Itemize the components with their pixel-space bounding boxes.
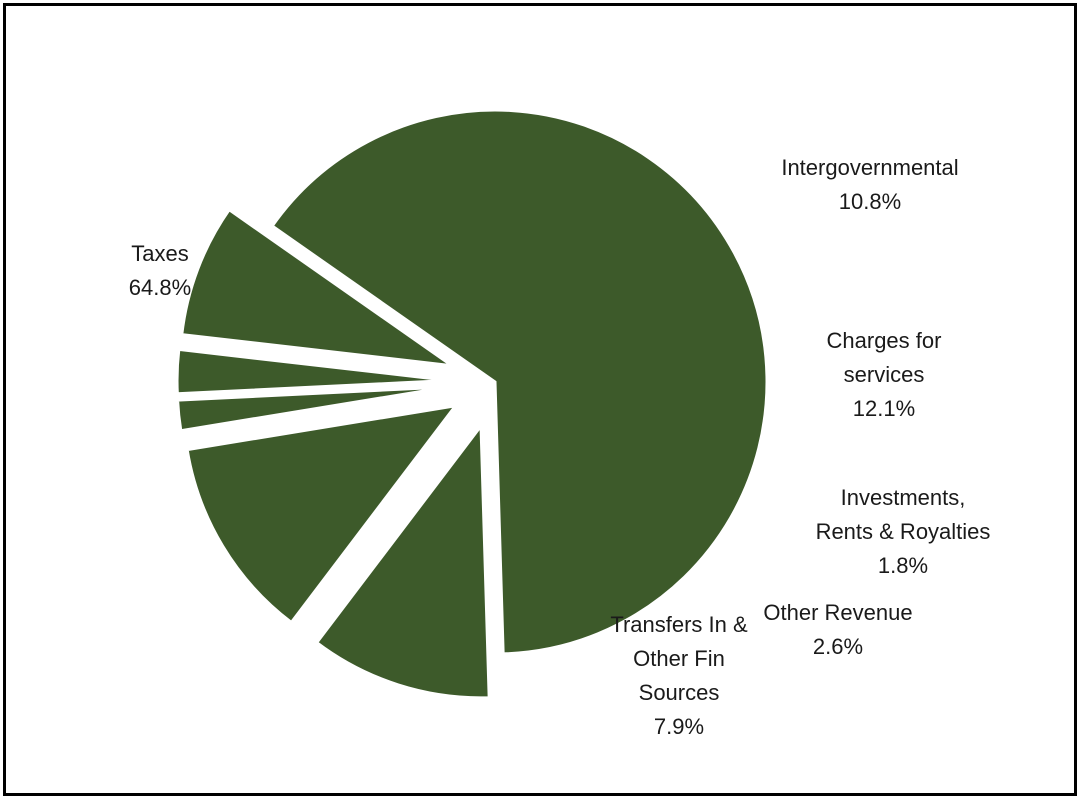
slice-percent: 2.6%: [813, 634, 863, 659]
slice-name: Other Revenue: [763, 600, 912, 625]
slice-label-1: Taxes 64.8%: [129, 241, 191, 300]
slice-label-2: Intergovernmental 10.8%: [781, 155, 958, 214]
slice-percent: 10.8%: [839, 189, 901, 214]
slice-percent: 64.8%: [129, 275, 191, 300]
pie-slice-6: [180, 207, 453, 368]
pie-slice-3: [185, 403, 460, 625]
pie-slice-1: [270, 108, 769, 656]
slice-name: Sources: [639, 680, 720, 705]
slice-name: Intergovernmental: [781, 155, 958, 180]
slice-label-4: Investments, Rents & Royalties 1.8%: [816, 485, 991, 578]
slice-percent: 12.1%: [853, 396, 915, 421]
slice-name: Other Fin: [633, 646, 725, 671]
slice-label-5: Other Revenue 2.6%: [763, 600, 912, 659]
slice-name: services: [844, 362, 925, 387]
slice-name: Transfers In &: [610, 612, 748, 637]
pie-slice-5: [175, 347, 450, 396]
pie-slice-2: [314, 421, 491, 700]
slice-percent: 1.8%: [878, 553, 928, 578]
slice-name: Investments,: [841, 485, 966, 510]
pie-labels: Taxes 64.8% Intergovernmental 10.8% Charges …: [129, 155, 991, 739]
slice-name: Charges for: [827, 328, 942, 353]
pie-slice-4: [176, 385, 450, 433]
slice-name: Taxes: [131, 241, 188, 266]
slice-label-3: Charges for services 12.1%: [827, 328, 942, 421]
slice-percent: 7.9%: [654, 714, 704, 739]
pie-slices: [175, 108, 769, 700]
slice-name: Rents & Royalties: [816, 519, 991, 544]
slice-label-6: Transfers In & Other Fin Sources 7.9%: [610, 612, 748, 739]
